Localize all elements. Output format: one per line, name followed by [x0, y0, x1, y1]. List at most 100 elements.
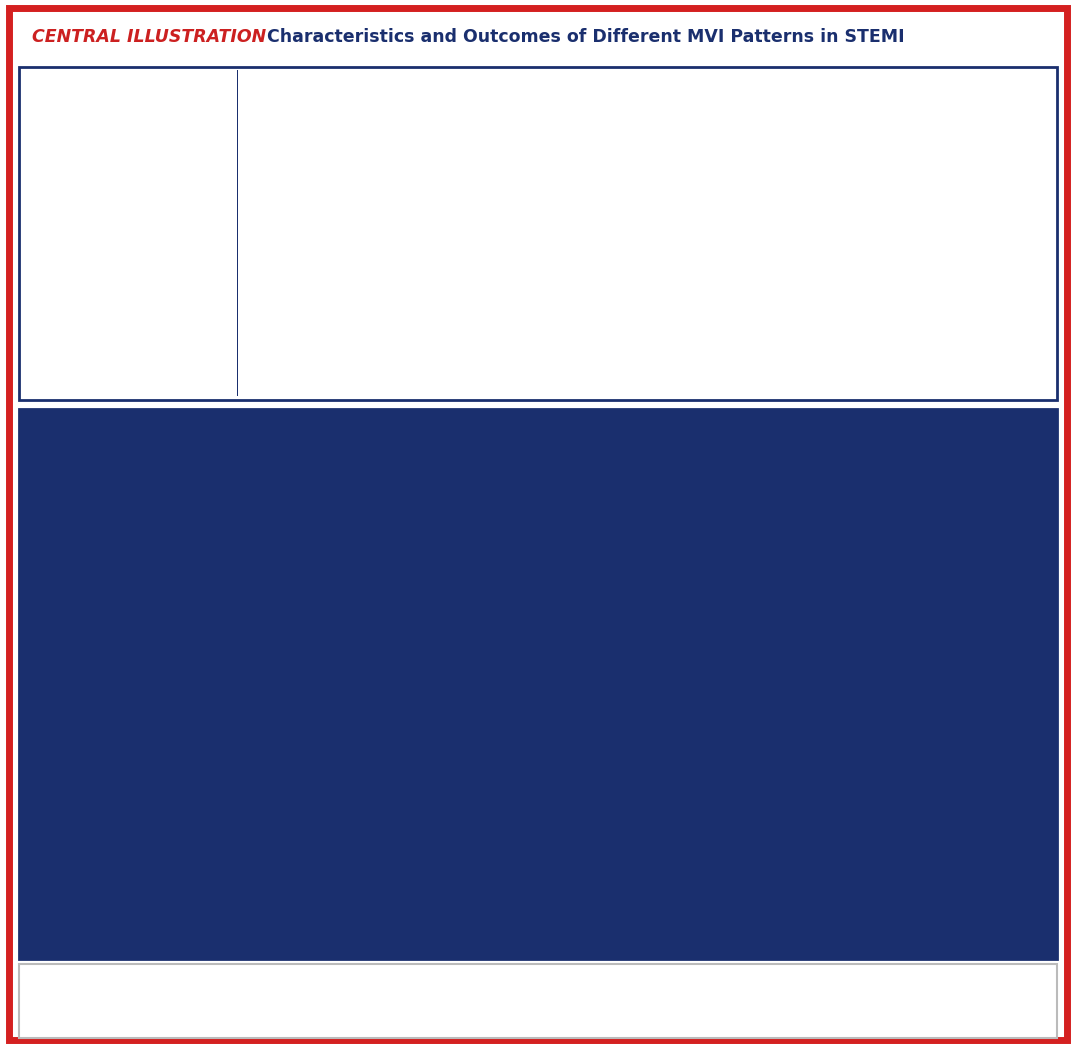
Text: 359: 359 — [581, 933, 604, 943]
Text: 140: 140 — [848, 829, 872, 839]
FancyBboxPatch shape — [795, 196, 903, 362]
Y-axis label: Incidence of MACE, %: Incidence of MACE, % — [36, 599, 49, 768]
MVO-/IMH- — [798, 450, 811, 462]
MVO+/IMH- — [891, 451, 904, 463]
FancyBboxPatch shape — [656, 196, 764, 362]
MVO+/IMH- — [727, 446, 740, 459]
Text: without MVI (MVO−/IMH−), patients with microvascular obstruction (MVO) but witho: without MVI (MVO−/IMH−), patients with m… — [32, 995, 812, 1005]
MVO-/IMH- — [727, 446, 740, 459]
IMH+ — [657, 485, 670, 498]
MVO+/IMH- — [626, 441, 639, 454]
IMH+ — [962, 507, 975, 520]
Text: 84: 84 — [942, 933, 957, 943]
Text: 202: 202 — [670, 881, 693, 891]
Text: 43: 43 — [808, 881, 823, 891]
MVO-/IMH- — [751, 447, 764, 460]
Text: 91: 91 — [852, 933, 868, 943]
FancyBboxPatch shape — [33, 126, 111, 192]
X-axis label: Time, Months: Time, Months — [756, 795, 852, 809]
MVO+/IMH- — [603, 438, 615, 451]
IMH+ — [603, 471, 615, 483]
MVO+/IMH- — [868, 450, 881, 462]
MVO+/IMH- — [821, 449, 834, 461]
Text: myocardial infarction.: myocardial infarction. — [32, 1022, 156, 1032]
Text: n = 359, 32%: n = 359, 32% — [860, 374, 959, 387]
MVO+/IMH- — [705, 445, 718, 458]
Line: IMH+: IMH+ — [570, 436, 1038, 518]
Text: P < 0.001: P < 0.001 — [268, 544, 326, 556]
IMH+ — [1008, 509, 1021, 522]
Text: n = 476, 43%: n = 476, 43% — [337, 374, 436, 387]
MVO+/IMH- — [915, 452, 928, 464]
Text: IMH+: IMH+ — [884, 151, 934, 167]
MVO-/IMH- — [587, 435, 600, 447]
Text: CENTRAL ILLUSTRATION: CENTRAL ILLUSTRATION — [32, 27, 266, 46]
Circle shape — [45, 310, 80, 356]
MVO+/IMH- — [962, 453, 975, 465]
FancyBboxPatch shape — [656, 276, 764, 362]
MVO+/IMH- — [1032, 454, 1045, 466]
Text: 246: 246 — [625, 881, 649, 891]
Text: 4.4%: 4.4% — [134, 813, 171, 827]
Bar — [121, 833, 185, 901]
Text: 153: 153 — [714, 829, 738, 839]
Text: n = 274, 25%: n = 274, 25% — [607, 374, 705, 387]
MVO-/IMH- — [1032, 457, 1045, 470]
Text: 237: 237 — [670, 933, 693, 943]
Text: 476: 476 — [581, 829, 605, 839]
FancyBboxPatch shape — [386, 196, 494, 362]
MVO-/IMH- — [603, 438, 615, 451]
MVO-/IMH- — [868, 453, 881, 465]
Text: P < 0.001: P < 0.001 — [340, 497, 398, 510]
IMH+ — [641, 482, 654, 495]
MVO+/IMH- — [845, 450, 858, 462]
Text: 120: 120 — [982, 829, 1005, 839]
Text: CMR imaging
(3 days, Q1-Q3;
2-5 days): CMR imaging (3 days, Q1-Q3; 2-5 days) — [118, 309, 222, 357]
MVO-/IMH- — [641, 442, 654, 455]
MVO+/IMH- — [938, 453, 951, 465]
IMH+ — [1032, 511, 1045, 524]
IMH+ — [751, 496, 764, 508]
Circle shape — [32, 293, 93, 373]
Text: 299: 299 — [625, 933, 649, 943]
Text: 138: 138 — [893, 829, 916, 839]
Legend: MVO-/IMH-, MVO+/IMH-, IMH+: MVO-/IMH-, MVO+/IMH-, IMH+ — [576, 714, 671, 765]
MVO+/IMH- — [681, 444, 694, 457]
Line: MVO-/IMH-: MVO-/IMH- — [570, 436, 1038, 463]
Text: 109: 109 — [1027, 829, 1050, 839]
FancyBboxPatch shape — [795, 127, 1024, 190]
MVO-/IMH- — [821, 451, 834, 463]
MVO-/IMH- — [938, 455, 951, 467]
MVO-/IMH- — [775, 449, 788, 461]
FancyBboxPatch shape — [271, 196, 379, 362]
MVO+/IMH- — [775, 447, 788, 460]
FancyBboxPatch shape — [909, 196, 1017, 362]
Text: 19.5%: 19.5% — [417, 580, 464, 592]
IMH+ — [564, 430, 577, 442]
FancyBboxPatch shape — [541, 196, 649, 362]
Text: 33: 33 — [1031, 881, 1046, 891]
MVO+/IMH- — [657, 442, 670, 455]
MVO-/IMH- — [915, 454, 928, 466]
Text: 74: 74 — [1031, 933, 1046, 943]
Text: P <0.001 for Log-rank: P <0.001 for Log-rank — [869, 587, 1024, 599]
Text: 97: 97 — [808, 933, 823, 943]
MVO+/IMH- — [587, 435, 600, 447]
MVO+/IMH- — [986, 454, 999, 466]
Bar — [409, 598, 473, 901]
IMH+ — [821, 500, 834, 512]
Text: 274: 274 — [581, 881, 605, 891]
Text: MVO+/IMH-: MVO+/IMH- — [605, 151, 708, 167]
MVO+/IMH- — [611, 440, 624, 453]
MVO-/IMH- — [962, 456, 975, 468]
Text: and patients with IMH (IMH+). MVI = microvascular injury; PCI = percutaneous cor: and patients with IMH (IMH+). MVI = micr… — [32, 1008, 792, 1019]
Text: 104: 104 — [760, 933, 782, 943]
MVO-/IMH- — [986, 456, 999, 468]
IMH+ — [705, 492, 718, 504]
Text: This illustration summarizes the incidence of MVI patterns of the STEMI populati: This illustration summarizes the inciden… — [32, 967, 732, 978]
Text: 90: 90 — [897, 933, 912, 943]
IMH+ — [798, 499, 811, 511]
Text: Lechner I, et al. J Am Coll Cardiol. 2024;83(21):2052-2062.: Lechner I, et al. J Am Coll Cardiol. 202… — [27, 927, 464, 940]
MVO-/IMH- — [564, 430, 577, 442]
FancyBboxPatch shape — [909, 276, 1017, 362]
